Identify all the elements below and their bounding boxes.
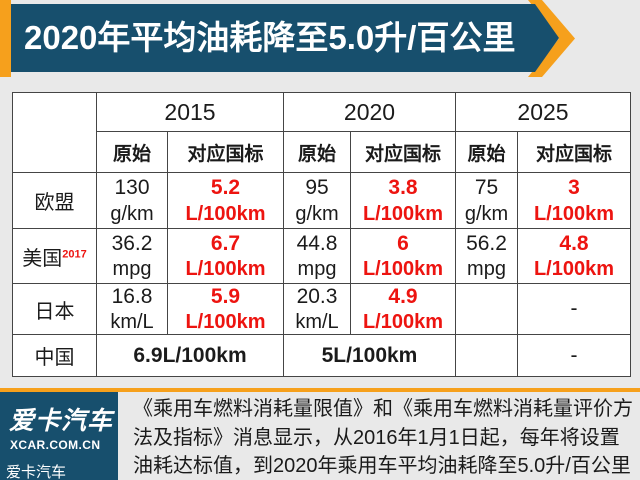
table-cell: - <box>517 334 631 378</box>
footer-divider <box>0 388 640 392</box>
year-header-2020: 2020 <box>283 92 456 132</box>
table-cell: 5.2 L/100km <box>167 172 284 229</box>
banner-left-accent <box>0 0 11 77</box>
table-cell: 16.8 km/L <box>96 282 168 336</box>
sub-header-standard-2025: 对应国标 <box>517 131 631 173</box>
year-header-2015: 2015 <box>96 92 284 132</box>
sub-header-raw-2025: 原始 <box>455 131 518 173</box>
sub-header-standard-2015: 对应国标 <box>167 131 284 173</box>
table-cell: 6 L/100km <box>350 228 456 284</box>
table-cell: 4.9 L/100km <box>350 282 456 336</box>
table-cell-empty <box>455 282 518 336</box>
year-header-2025: 2025 <box>455 92 631 132</box>
row-label-japan: 日本 <box>12 282 97 336</box>
fuel-consumption-table: 2015 2020 2025 原始 对应国标 原始 对应国标 原始 对应国标 欧… <box>12 92 631 378</box>
table-cell: 3.8 L/100km <box>350 172 456 229</box>
caption-text: 《乘用车燃料消耗量限值》和《乘用车燃料消耗量评价方法及指标》消息显示，从2016… <box>133 398 633 478</box>
table-cell: 6.7 L/100km <box>167 228 284 284</box>
table-cell: - <box>517 282 631 336</box>
table-cell-merged: 6.9L/100km <box>96 334 284 378</box>
xcar-logo-subtitle: 爱卡汽车 <box>6 464 67 480</box>
table-row-eu: 欧盟 130 g/km 5.2 L/100km 95 g/km 3.8 L/100km … <box>12 172 631 229</box>
table-row-us: 美国2017 36.2 mpg 6.7 L/100km 44.8 mpg 6 L/100… <box>12 228 631 284</box>
year-header-row: 2015 2020 2025 <box>12 92 631 173</box>
sub-header-raw-2015: 原始 <box>96 131 168 173</box>
xcar-logo: 爱卡汽车 XCAR.COM.CN 爱卡汽车 <box>0 392 118 480</box>
table-cell: 20.3 km/L <box>283 282 351 336</box>
table-cell: 56.2 mpg <box>455 228 518 284</box>
sub-header-raw-2020: 原始 <box>283 131 351 173</box>
row-label-china: 中国 <box>12 334 97 378</box>
us-year-note: 2017 <box>62 247 87 260</box>
row-label-eu: 欧盟 <box>12 172 97 229</box>
table-cell-empty <box>455 334 518 378</box>
table-row-china: 中国 6.9L/100km 5L/100km - <box>12 334 631 378</box>
table-cell-merged: 5L/100km <box>283 334 456 378</box>
table-cell: 36.2 mpg <box>96 228 168 284</box>
table-cell: 5.9 L/100km <box>167 282 284 336</box>
sub-header-standard-2020: 对应国标 <box>350 131 456 173</box>
xcar-logo-domain: XCAR.COM.CN <box>10 438 101 452</box>
corner-cell <box>12 92 97 173</box>
table-cell: 44.8 mpg <box>283 228 351 284</box>
table-row-japan: 日本 16.8 km/L 5.9 L/100km 20.3 km/L 4.9 L/100… <box>12 282 631 336</box>
table-cell: 95 g/km <box>283 172 351 229</box>
title-banner: 2020年平均油耗降至5.0升/百公里 <box>0 0 580 78</box>
table-cell: 130 g/km <box>96 172 168 229</box>
table-cell: 4.8 L/100km <box>517 228 631 284</box>
row-label-us: 美国2017 <box>12 228 97 284</box>
table-cell: 75 g/km <box>455 172 518 229</box>
table-cell: 3 L/100km <box>517 172 631 229</box>
page-title: 2020年平均油耗降至5.0升/百公里 <box>24 19 516 56</box>
sub-header-row: 原始 对应国标 原始 对应国标 原始 对应国标 <box>13 131 631 173</box>
xcar-logo-wordmark: 爱卡汽车 <box>9 407 114 435</box>
banner-plate: 2020年平均油耗降至5.0升/百公里 <box>11 4 559 72</box>
